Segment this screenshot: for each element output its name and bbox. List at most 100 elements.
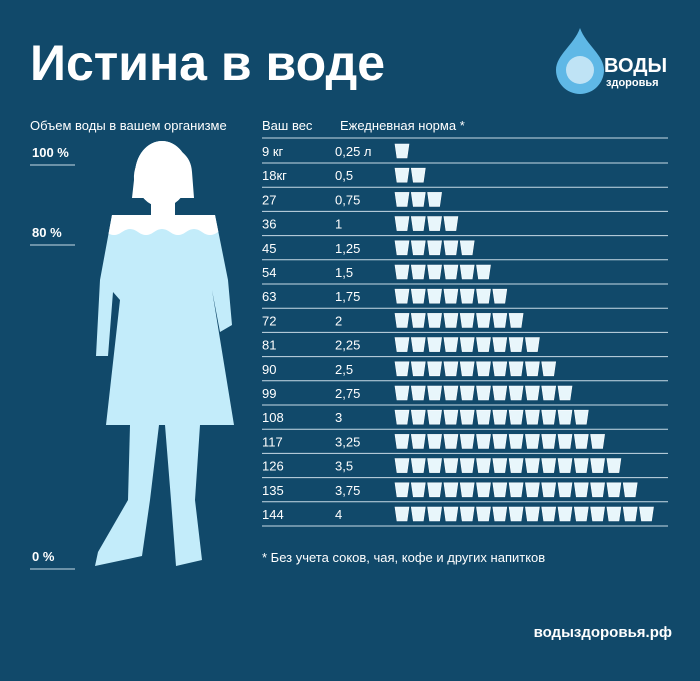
glass	[492, 337, 508, 352]
glass	[394, 361, 410, 377]
weight: 108	[262, 410, 284, 425]
norm: 2,5	[335, 362, 353, 377]
glass	[459, 361, 475, 377]
glass	[459, 240, 475, 256]
column-header: Ваш вес	[262, 118, 313, 133]
logo-text: ВОДЫ	[604, 55, 667, 77]
title: Истина в воде	[30, 35, 385, 91]
glass	[525, 482, 540, 498]
glass	[557, 434, 573, 449]
weight: 126	[262, 459, 284, 474]
glass	[410, 167, 426, 183]
glass	[427, 192, 442, 207]
glass	[410, 434, 426, 449]
glass	[410, 240, 426, 256]
glass	[410, 506, 426, 522]
glass	[427, 288, 442, 304]
glass	[394, 337, 410, 352]
norm: 2	[335, 313, 342, 328]
glass	[410, 264, 426, 280]
logo: ВОДЫ здоровья	[556, 28, 667, 94]
weight: 63	[262, 289, 276, 304]
glass	[459, 482, 475, 498]
glass	[525, 434, 540, 449]
glass	[394, 409, 410, 425]
glass	[394, 167, 410, 183]
glass	[443, 506, 459, 522]
glass	[394, 506, 410, 522]
glass	[557, 458, 573, 473]
glass	[427, 458, 442, 473]
glass	[492, 361, 508, 377]
weight: 36	[262, 217, 276, 232]
glass	[443, 264, 459, 280]
glass	[492, 288, 508, 304]
website: водыздоровья.рф	[534, 624, 672, 641]
glass	[427, 216, 442, 231]
glass	[410, 361, 426, 377]
glass	[443, 482, 459, 498]
glass	[525, 409, 540, 425]
glass	[459, 458, 475, 473]
glass	[459, 434, 475, 449]
norm: 4	[335, 507, 342, 522]
glass	[525, 361, 540, 377]
norm: 3,25	[335, 434, 360, 449]
glass	[541, 385, 557, 401]
glass	[443, 458, 459, 473]
glass	[508, 361, 524, 377]
norm: 0,25 л	[335, 144, 372, 159]
glass	[410, 409, 426, 425]
norm: 3	[335, 410, 342, 425]
glass	[410, 482, 426, 498]
glass	[476, 313, 491, 328]
glass	[492, 409, 508, 425]
weight: 72	[262, 313, 276, 328]
weight: 54	[262, 265, 276, 280]
glass	[443, 216, 459, 231]
glass	[590, 506, 605, 522]
weight: 99	[262, 386, 276, 401]
glass	[476, 264, 491, 280]
glass	[476, 288, 491, 304]
norm: 1,25	[335, 241, 360, 256]
glass	[622, 482, 638, 498]
glass	[573, 409, 589, 425]
glass	[443, 434, 459, 449]
glass	[492, 313, 508, 328]
norm: 0,5	[335, 168, 353, 183]
glass	[459, 385, 475, 401]
glass	[492, 434, 508, 449]
glass	[427, 409, 442, 425]
scale-label: Объем воды в вашем организме	[30, 118, 227, 133]
glass	[508, 434, 524, 449]
glass	[541, 434, 557, 449]
glass	[459, 264, 475, 280]
glass	[410, 288, 426, 304]
glass	[508, 385, 524, 401]
glass	[508, 313, 524, 328]
glass	[410, 458, 426, 473]
glass	[443, 288, 459, 304]
glass	[606, 482, 622, 498]
glass	[476, 458, 491, 473]
glass	[427, 240, 442, 256]
glass	[476, 506, 491, 522]
glass	[606, 458, 622, 473]
norm: 2,75	[335, 386, 360, 401]
glass	[525, 385, 540, 401]
glass	[541, 506, 557, 522]
glass	[459, 313, 475, 328]
glass	[394, 288, 410, 304]
glass	[459, 506, 475, 522]
norm: 2,25	[335, 338, 360, 353]
glass	[508, 337, 524, 352]
glass	[459, 409, 475, 425]
glass	[639, 506, 654, 522]
glass	[427, 361, 442, 377]
norm: 1,75	[335, 289, 360, 304]
weight: 18кг	[262, 168, 287, 183]
glass	[557, 385, 573, 401]
glass	[557, 506, 573, 522]
